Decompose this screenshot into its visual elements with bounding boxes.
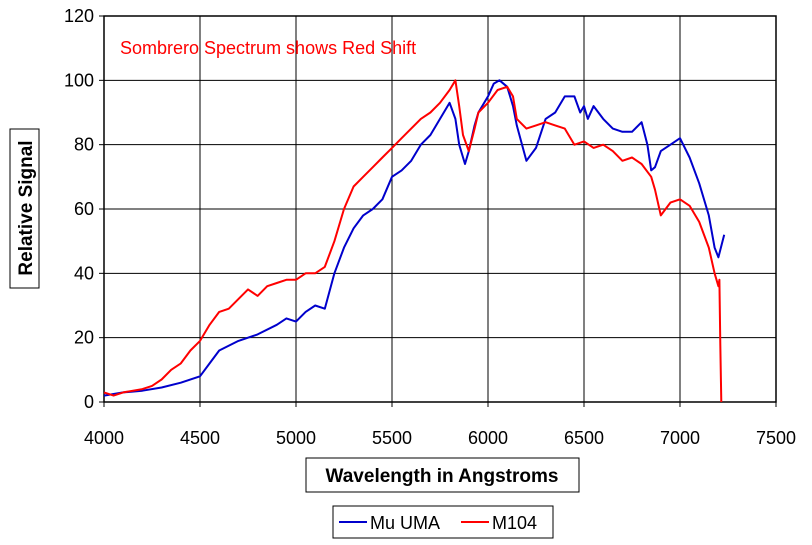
x-axis-title-box: Wavelength in Angstroms xyxy=(305,457,580,493)
legend: Mu UMA M104 xyxy=(332,505,554,539)
y-tick-labels: 0 20 40 60 80 100 120 xyxy=(64,6,104,412)
y-tick-label: 0 xyxy=(84,392,94,412)
x-axis-title: Wavelength in Angstroms xyxy=(326,466,559,487)
series-line-m104 xyxy=(103,79,723,403)
x-tick-label: 4500 xyxy=(180,428,220,448)
grid-lines xyxy=(104,16,776,402)
series-lines xyxy=(103,79,726,403)
y-tick-label: 80 xyxy=(74,135,94,155)
y-tick-label: 100 xyxy=(64,70,94,90)
x-tick-label: 5000 xyxy=(276,428,316,448)
x-tick-labels: 4000 4500 5000 5500 6000 6500 7000 7500 xyxy=(84,402,796,448)
y-tick-label: 40 xyxy=(74,263,94,283)
y-tick-label: 60 xyxy=(74,199,94,219)
x-tick-label: 6000 xyxy=(468,428,508,448)
x-tick-label: 7000 xyxy=(660,428,700,448)
y-axis-title: Relative Signal xyxy=(16,140,37,275)
y-tick-label: 20 xyxy=(74,328,94,348)
x-tick-label: 5500 xyxy=(372,428,412,448)
legend-label-mu-uma: Mu UMA xyxy=(370,513,440,533)
x-tick-label: 6500 xyxy=(564,428,604,448)
legend-label-m104: M104 xyxy=(492,513,537,533)
y-axis-title-box: Relative Signal xyxy=(9,128,40,289)
x-tick-label: 7500 xyxy=(756,428,796,448)
x-tick-label: 4000 xyxy=(84,428,124,448)
y-tick-label: 120 xyxy=(64,6,94,26)
chart-annotation: Sombrero Spectrum shows Red Shift xyxy=(120,38,416,58)
